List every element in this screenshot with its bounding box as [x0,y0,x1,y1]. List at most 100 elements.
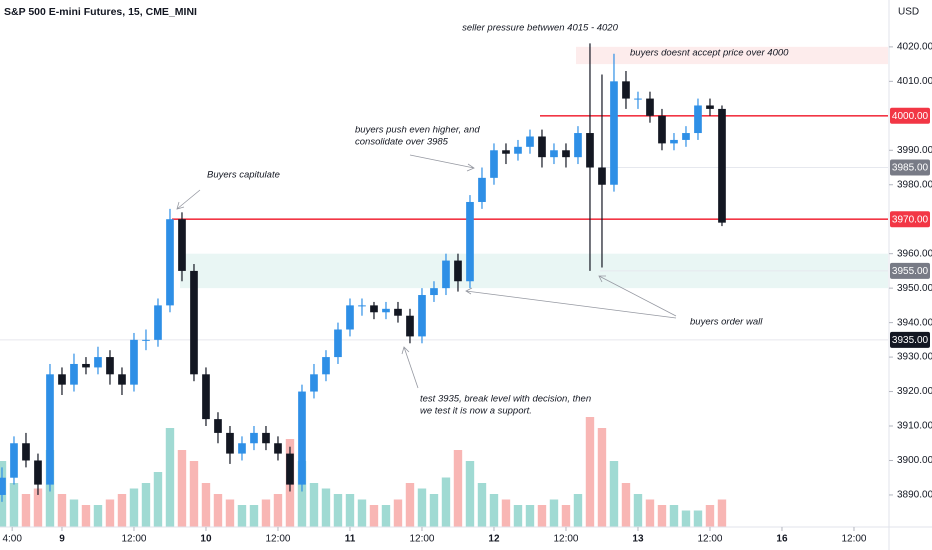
volume-bar [129,488,139,527]
price-badge [890,262,930,279]
candle-body [274,443,282,454]
annotations: seller pressure betwwen 4015 - 4020 buyer… [176,23,789,417]
annotation-text: buyers doesnt accept price over 4000 [630,48,789,59]
y-tick-label: 3910.00 [897,421,932,432]
candle-body [58,374,66,385]
x-tick-label: 16 [776,534,788,545]
candle-body [538,136,546,158]
x-tick-label: 12:00 [553,534,578,545]
volume-bar [477,483,487,527]
candle-body [286,453,294,485]
candle-body [370,305,378,313]
candle-body [682,133,690,140]
x-tick-label: 12:00 [121,534,146,545]
candle-body [442,260,450,289]
volume-bar [165,428,175,527]
candle-body [22,443,30,461]
volume-bar [609,461,619,527]
arrow [409,154,475,172]
price-badge-label: 3955.00 [892,266,929,277]
candle-body [382,308,390,313]
x-tick-label: 9 [59,534,65,545]
candle-body [490,150,498,178]
y-tick-label: 3930.00 [897,352,932,363]
volume-bar [429,494,439,527]
candle-body [574,133,582,158]
currency-label: USD [898,7,919,18]
candle-body [0,477,6,495]
volume-bar [645,499,655,527]
volume-bar [273,494,283,527]
annotation-text: buyers push even higher, and [355,125,480,136]
arrow [176,189,201,210]
volume-bar [333,494,343,527]
volume-bar [501,499,511,527]
chart-title: S&P 500 E-mini Futures, 15, CME_MINI [4,6,197,18]
candle-body [226,432,234,454]
volume-bar [513,505,523,527]
price-badge-label: 3970.00 [892,214,929,225]
y-tick-label: 3990.00 [897,145,932,156]
price-badge [890,211,930,228]
candle-body [670,139,678,144]
candle-body [706,105,714,109]
x-tick-label: 11 [345,534,356,545]
candle-body [694,105,702,134]
candle-body [418,295,426,337]
candle-body [262,432,270,444]
price-badge-label: 3985.00 [892,163,929,174]
y-tick-label: 3920.00 [897,386,932,397]
volume-bar [705,505,715,527]
y-tick-label: 4010.00 [897,76,932,87]
volume-bar [669,505,679,527]
candle-body [298,391,306,485]
price-zone [576,46,888,65]
x-tick-label: 10 [200,534,212,545]
y-tick-label: 3900.00 [897,455,932,466]
volume-bar [177,450,187,527]
candle-body [358,305,366,307]
volume-bar [261,499,271,527]
volume-bar [597,428,607,527]
candle-body [346,305,354,330]
annotation-text: we test it is now a support. [420,406,532,417]
candle-body [106,357,114,375]
volume-bar [21,494,31,527]
volume-bar [249,505,259,527]
volume-bar [573,494,583,527]
volume-bar [465,461,475,527]
volume-bar [549,499,559,527]
candle-body [406,315,414,337]
candle-body [466,201,474,282]
x-tick-label: 12:00 [409,534,434,545]
candle-body [334,329,342,358]
volume-bar [237,505,247,527]
volume-bar [405,483,415,527]
price-axis: 4020.00 4010.00 3990.00 3980.00 3960.00 3950.… [889,42,932,501]
volume-bar [417,488,427,527]
annotation-text: buyers order wall [690,317,763,328]
volume-bar [381,505,391,527]
volume-bar [189,461,199,527]
arrow [465,287,677,319]
candle-body [34,460,42,485]
candle-body [718,108,726,223]
price-badge [890,107,930,124]
volume-bar [693,510,703,527]
candle-body [394,308,402,316]
candle-body [610,81,618,185]
candle-body [634,98,642,100]
x-tick-label: 4:00 [2,534,22,545]
candle-body [142,339,150,341]
candle-body [622,81,630,99]
candle-body [478,177,486,202]
volume-bar [357,499,367,527]
candle-body [646,98,654,116]
candle-body [214,419,222,433]
volume-bar [213,494,223,527]
y-tick-label: 4020.00 [897,42,932,53]
candle-body [118,374,126,385]
volume-bar [453,450,463,527]
volume-bar [681,510,691,527]
